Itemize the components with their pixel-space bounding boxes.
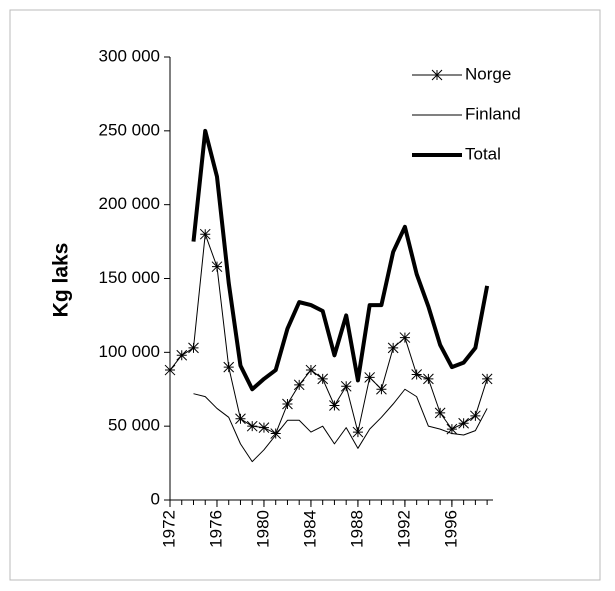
y-tick-label: 50 000 [108, 416, 160, 435]
y-axis-label: Kg laks [50, 243, 73, 318]
legend-label: Total [465, 144, 501, 163]
y-tick-label: 250 000 [99, 120, 160, 139]
x-tick-label: 1988 [347, 510, 366, 548]
point-marker [305, 364, 317, 376]
point-marker [176, 349, 188, 361]
legend-marker [431, 69, 443, 81]
y-tick-label: 0 [151, 489, 160, 508]
point-marker [470, 410, 481, 422]
point-marker [258, 422, 270, 433]
point-marker [340, 380, 352, 392]
point-marker [270, 428, 282, 439]
point-marker [199, 228, 211, 240]
point-marker [317, 373, 329, 385]
x-tick-label: 1972 [159, 510, 178, 548]
chart-frame [9, 9, 601, 581]
point-marker [188, 342, 199, 354]
point-marker [423, 373, 434, 385]
legend-label: Norge [465, 64, 511, 83]
x-tick-label: 1996 [441, 510, 460, 548]
point-marker [364, 372, 376, 383]
point-marker [246, 420, 258, 432]
x-tick-label: 1984 [300, 510, 319, 548]
point-marker [329, 400, 340, 411]
point-marker [352, 426, 364, 438]
point-marker [293, 379, 305, 391]
point-marker [164, 364, 176, 376]
point-marker [434, 407, 446, 419]
point-marker [411, 369, 423, 380]
point-marker [446, 423, 458, 435]
point-marker [235, 413, 246, 425]
point-marker [211, 261, 223, 273]
series-line [193, 388, 488, 463]
point-marker [481, 373, 493, 385]
series-line [191, 128, 490, 392]
y-tick-label: 300 000 [99, 46, 160, 65]
x-tick-label: 1980 [253, 510, 272, 548]
point-marker [223, 361, 235, 373]
series-line [169, 233, 488, 435]
y-tick-label: 200 000 [99, 194, 160, 213]
y-tick-label: 150 000 [99, 268, 160, 287]
legend-label: Finland [465, 104, 521, 123]
point-marker [387, 342, 399, 354]
point-marker [282, 398, 293, 410]
y-tick-label: 100 000 [99, 342, 160, 361]
point-marker [458, 417, 469, 429]
point-marker [399, 332, 411, 343]
point-marker [376, 383, 387, 395]
x-tick-label: 1976 [206, 510, 225, 548]
x-tick-label: 1992 [394, 510, 413, 548]
